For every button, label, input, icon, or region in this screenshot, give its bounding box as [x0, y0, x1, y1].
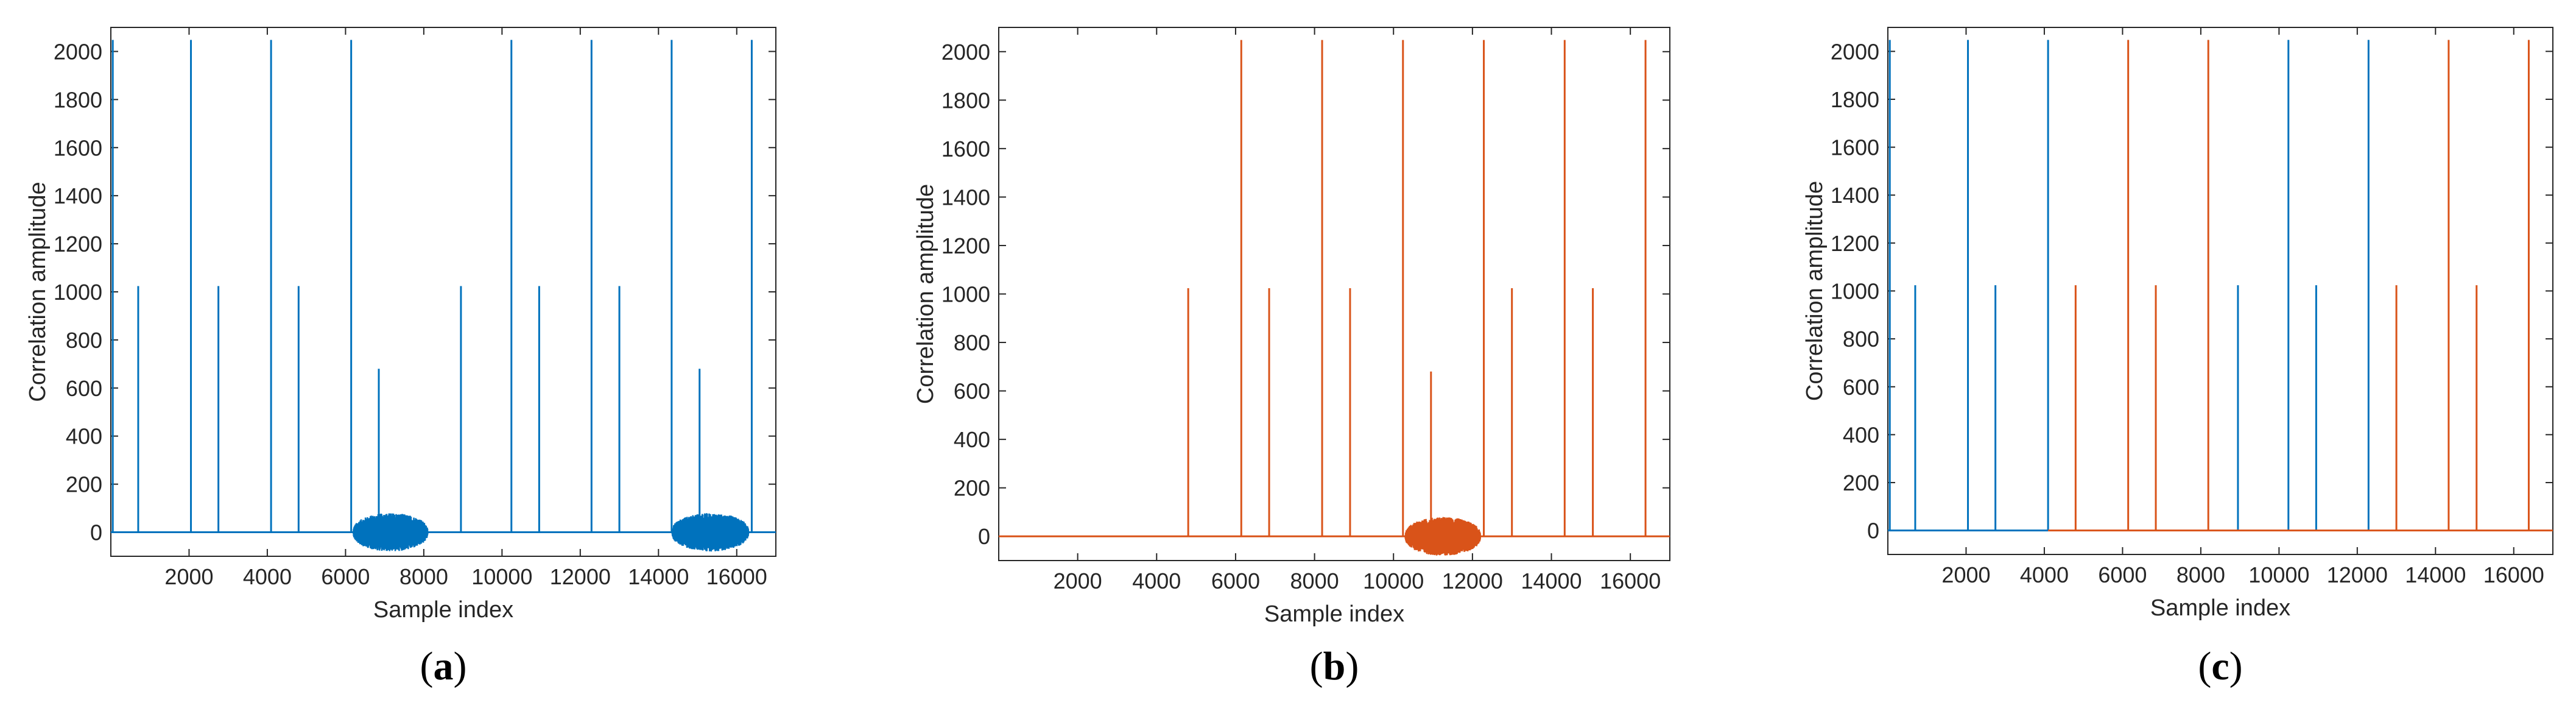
chart-panel-b: 2000 4000 6000 8000 10000 12000 14000 16000 0 200… — [913, 27, 1670, 627]
series-1 — [111, 40, 776, 552]
x-tick-label: 8000 — [399, 564, 448, 589]
x-tick-label: 6000 — [1211, 568, 1260, 593]
plot-frame — [1887, 27, 2553, 555]
x-tick-label: 10000 — [1363, 568, 1424, 593]
x-axis-label: Sample index — [2150, 595, 2290, 621]
x-tick-label: 12000 — [1442, 568, 1503, 593]
x-tick-label: 14000 — [2405, 562, 2466, 587]
x-tick-label: 6000 — [2098, 562, 2147, 587]
series-1 — [1888, 40, 2370, 532]
y-tick-label: 800 — [66, 328, 102, 353]
y-tick-label: 600 — [1843, 375, 1879, 400]
y-tick-label: 2000 — [54, 39, 102, 64]
y-tick-label: 1800 — [54, 87, 102, 112]
panel-label-c: (c) — [2198, 644, 2242, 689]
y-tick-label: 400 — [66, 424, 102, 449]
y-tick-label: 1200 — [54, 232, 102, 257]
x-tick-label: 8000 — [2177, 562, 2225, 587]
y-tick-label: 1600 — [1831, 135, 1879, 160]
y-tick-label: 1000 — [941, 282, 990, 307]
y-tick-label: 1600 — [941, 136, 990, 161]
y-tick-label: 1400 — [54, 183, 102, 208]
y-axis-label: Correlation amplitude — [913, 184, 938, 404]
y-tick-label: 1800 — [1831, 87, 1879, 112]
series-1 — [999, 40, 1670, 556]
noise-burst — [1404, 517, 1482, 556]
y-tick-label: 2000 — [941, 40, 990, 65]
x-tick-label: 12000 — [550, 564, 611, 589]
y-tick-label: 400 — [1843, 422, 1879, 447]
y-axis-label: Correlation amplitude — [1802, 181, 1828, 401]
x-tick-label: 10000 — [471, 564, 532, 589]
y-tick-label: 1000 — [54, 280, 102, 305]
y-tick-label: 800 — [1843, 327, 1879, 352]
x-tick-label: 16000 — [1600, 568, 1661, 593]
x-tick-label: 2000 — [164, 564, 213, 589]
x-tick-label: 2000 — [1941, 562, 1990, 587]
x-tick-label: 16000 — [706, 564, 767, 589]
noise-burst — [671, 513, 750, 552]
y-tick-label: 2000 — [1831, 39, 1879, 64]
x-tick-label: 4000 — [1132, 568, 1181, 593]
x-tick-label: 8000 — [1290, 568, 1339, 593]
y-tick-label: 800 — [954, 330, 990, 355]
plot-area — [999, 40, 1670, 556]
x-tick-label: 16000 — [2483, 562, 2544, 587]
y-tick-label: 0 — [978, 524, 990, 549]
y-tick-label: 200 — [1843, 470, 1879, 495]
x-tick-label: 14000 — [628, 564, 689, 589]
x-tick-label: 4000 — [243, 564, 292, 589]
x-tick-label: 4000 — [2020, 562, 2069, 587]
series-2 — [2048, 40, 2553, 532]
x-axis-label: Sample index — [373, 597, 513, 623]
y-tick-label: 0 — [90, 520, 102, 545]
y-axis-label: Correlation amplitude — [25, 182, 51, 402]
chart-panel-c: 2000 4000 6000 8000 10000 12000 14000 16000 0 200… — [1802, 27, 2553, 621]
y-tick-label: 1200 — [1831, 231, 1879, 256]
y-tick-label: 0 — [1867, 519, 1879, 543]
plot-area — [1888, 40, 2553, 532]
y-tick-label: 200 — [66, 472, 102, 497]
plot-frame — [998, 27, 1670, 561]
panel-label-b: (b) — [1310, 644, 1359, 689]
x-tick-label: 12000 — [2327, 562, 2388, 587]
x-tick-label: 2000 — [1054, 568, 1102, 593]
y-tick-label: 1200 — [941, 233, 990, 258]
x-tick-label: 6000 — [321, 564, 370, 589]
y-tick-label: 1600 — [54, 135, 102, 160]
plot-area — [111, 40, 776, 552]
y-tick-label: 1400 — [941, 185, 990, 210]
noise-burst — [353, 513, 429, 551]
panel-label-a: (a) — [420, 644, 467, 689]
x-tick-label: 14000 — [1521, 568, 1582, 593]
y-tick-label: 600 — [954, 379, 990, 404]
y-tick-label: 200 — [954, 476, 990, 501]
x-tick-label: 10000 — [2248, 562, 2309, 587]
plot-frame — [110, 27, 776, 557]
y-tick-label: 400 — [954, 427, 990, 452]
y-tick-label: 1000 — [1831, 279, 1879, 304]
y-tick-label: 600 — [66, 376, 102, 401]
y-tick-label: 1400 — [1831, 183, 1879, 208]
y-tick-label: 1800 — [941, 88, 990, 113]
x-axis-label: Sample index — [1264, 601, 1404, 627]
chart-panel-a: 2000 4000 6000 8000 10000 12000 14000 16000 0 200… — [25, 27, 776, 623]
